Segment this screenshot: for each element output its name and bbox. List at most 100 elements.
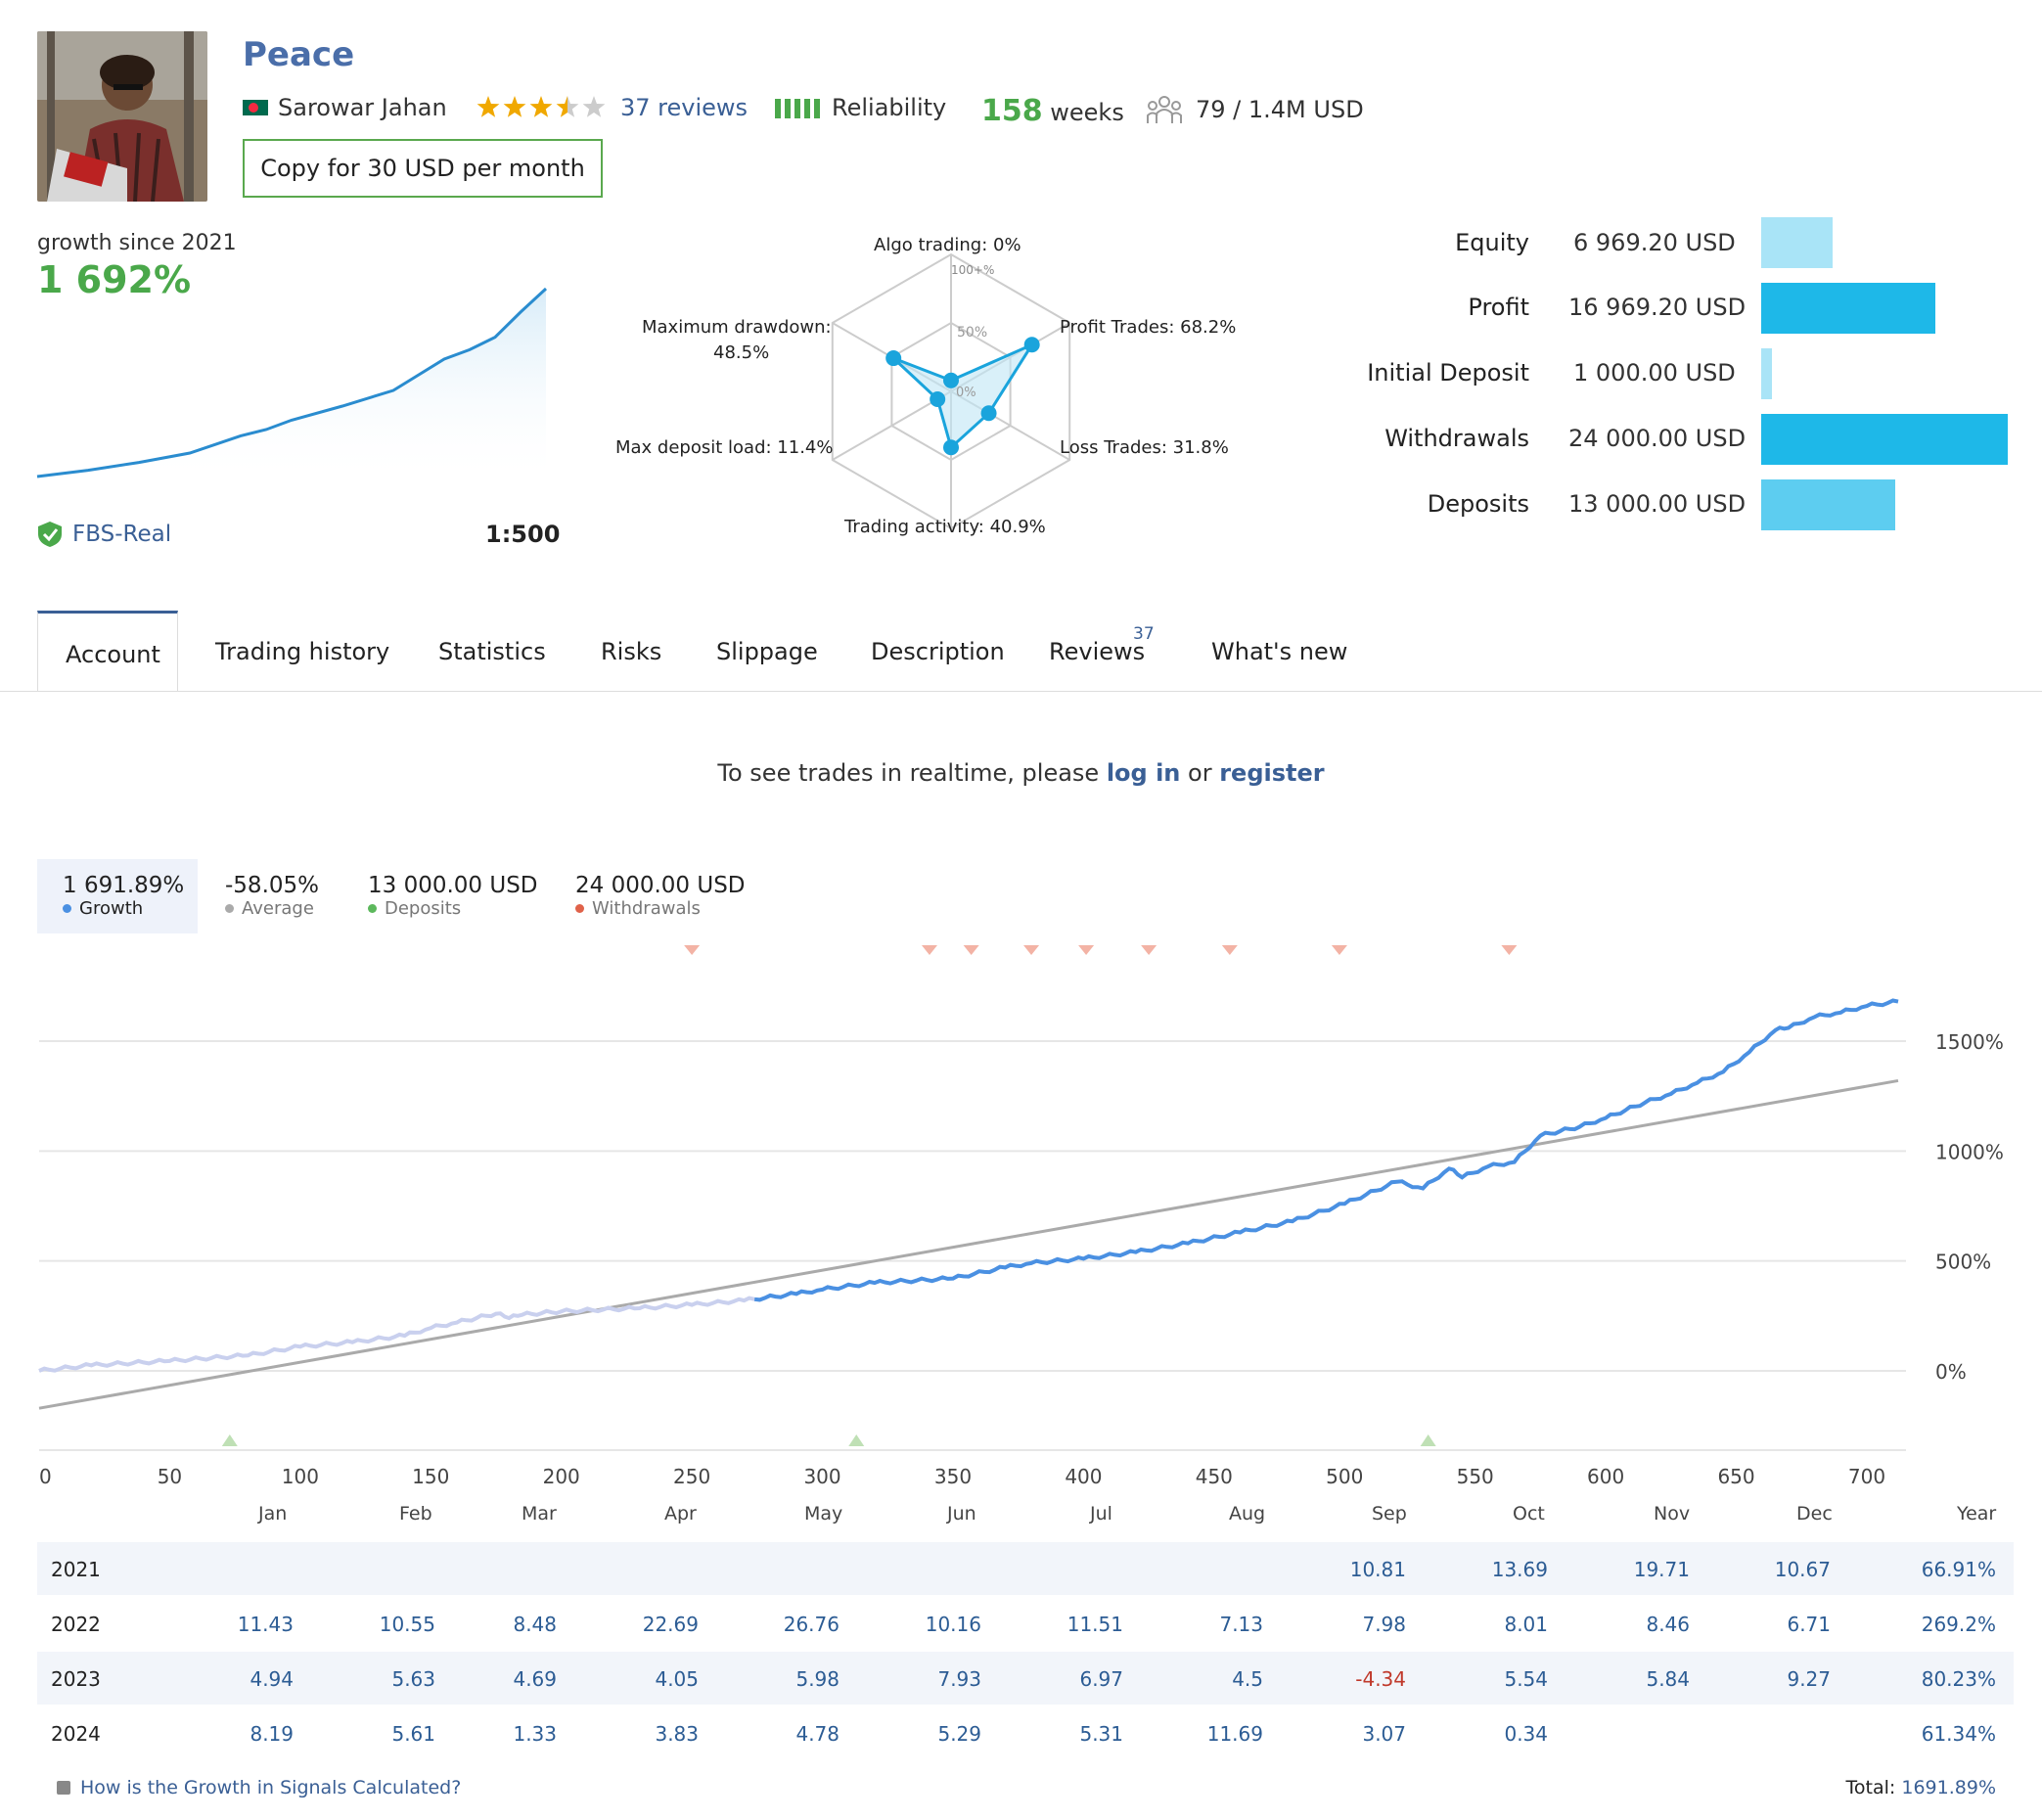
reviews-link[interactable]: 37 reviews xyxy=(620,94,749,121)
year-cell: 2021 xyxy=(51,1558,101,1581)
author[interactable]: Sarowar Jahan xyxy=(243,94,447,121)
stat-withdrawals[interactable]: 24 000.00 USD Withdrawals xyxy=(550,859,765,933)
tab-account[interactable]: Account xyxy=(37,611,178,691)
stat-value: -58.05% xyxy=(225,873,319,898)
login-link[interactable]: log in xyxy=(1106,759,1181,787)
x-tick-label: 250 xyxy=(673,1465,710,1488)
subscribers-value: 79 / 1.4M USD xyxy=(1196,96,1364,123)
deposits-dot-icon xyxy=(368,904,377,913)
stat-label: Average xyxy=(242,898,314,919)
broker[interactable]: FBS-Real xyxy=(37,521,171,548)
tab-account-label: Account xyxy=(66,641,160,668)
withdrawal-marker-icon xyxy=(1331,945,1347,955)
month-header: Feb xyxy=(399,1503,432,1524)
radar-label-profit: Profit Trades: 68.2% xyxy=(1060,317,1237,338)
rating[interactable]: 37 reviews xyxy=(476,94,748,121)
realtime-prefix: To see trades in realtime, please xyxy=(717,759,1107,787)
month-cell: 0.34 xyxy=(1504,1722,1548,1746)
balance-bar-deposits xyxy=(1761,479,1895,530)
tab-slippage[interactable]: Slippage xyxy=(716,638,818,665)
x-tick-label: 0 xyxy=(39,1465,52,1488)
month-cell: 5.98 xyxy=(795,1667,839,1691)
balance-label: Withdrawals xyxy=(1384,425,1529,452)
month-cell: 22.69 xyxy=(642,1613,699,1636)
x-tick-label: 500 xyxy=(1326,1465,1363,1488)
balance-bar-withdrawals xyxy=(1761,414,2008,465)
weeks-unit: weeks xyxy=(1050,99,1124,126)
x-tick-label: 700 xyxy=(1848,1465,1885,1488)
copy-button[interactable]: Copy for 30 USD per month xyxy=(243,139,603,198)
month-cell: 4.5 xyxy=(1232,1667,1263,1691)
tab-description[interactable]: Description xyxy=(871,638,1005,665)
stat-average[interactable]: -58.05% Average xyxy=(200,859,346,933)
month-header: Mar xyxy=(522,1503,557,1524)
growth-help[interactable]: How is the Growth in Signals Calculated? xyxy=(57,1777,461,1798)
tab-whats-new[interactable]: What's new xyxy=(1211,638,1348,665)
x-tick-label: 450 xyxy=(1196,1465,1233,1488)
withdrawal-marker-icon xyxy=(1501,945,1518,955)
stat-label: Deposits xyxy=(385,898,462,919)
month-cell: 5.61 xyxy=(391,1722,435,1746)
star-icon xyxy=(503,96,526,117)
y-tick-label: 1000% xyxy=(1935,1140,2004,1163)
tab-risks[interactable]: Risks xyxy=(601,638,662,665)
month-cell: 19.71 xyxy=(1633,1558,1690,1581)
tab-trading-history[interactable]: Trading history xyxy=(215,638,390,665)
y-tick-label: 0% xyxy=(1935,1360,1967,1384)
month-header: May xyxy=(804,1503,843,1524)
growth-line xyxy=(753,998,1899,1302)
radar-point xyxy=(885,350,902,367)
month-cell: 11.51 xyxy=(1066,1613,1123,1636)
shield-check-icon xyxy=(38,522,62,547)
x-tick-label: 550 xyxy=(1457,1465,1494,1488)
mini-chart-line xyxy=(36,287,548,478)
month-cell: 7.13 xyxy=(1219,1613,1263,1636)
balance-value: 1 000.00 USD xyxy=(1573,359,1736,387)
year-total-cell: 61.34% xyxy=(1921,1722,1996,1746)
deposit-marker-icon xyxy=(848,1434,865,1446)
register-link[interactable]: register xyxy=(1219,759,1325,787)
balance-label: Initial Deposit xyxy=(1367,359,1529,387)
mini-growth-chart xyxy=(36,287,548,484)
subscribers-icon xyxy=(1147,96,1182,123)
x-tick-label: 100 xyxy=(282,1465,319,1488)
month-cell: 11.43 xyxy=(237,1613,294,1636)
bangladesh-flag-icon xyxy=(243,100,268,115)
month-cell: 4.94 xyxy=(250,1667,294,1691)
month-header: Oct xyxy=(1513,1503,1545,1524)
month-cell: 5.84 xyxy=(1646,1667,1690,1691)
month-cell: 5.29 xyxy=(937,1722,981,1746)
radar-tick-0: 0% xyxy=(956,386,976,400)
total-value: 1691.89% xyxy=(1901,1777,1996,1798)
signal-name[interactable]: Peace xyxy=(243,35,355,74)
withdrawal-marker-icon xyxy=(684,945,701,955)
x-tick-label: 300 xyxy=(803,1465,840,1488)
month-cell: 5.63 xyxy=(391,1667,435,1691)
month-header: Jun xyxy=(947,1503,976,1524)
tab-reviews-count: 37 xyxy=(1133,624,1155,644)
x-tick-label: 650 xyxy=(1717,1465,1754,1488)
reliability-label: Reliability xyxy=(832,94,947,121)
radar-tick-100: 100+% xyxy=(951,263,994,277)
author-name: Sarowar Jahan xyxy=(278,94,447,121)
month-cell: 7.93 xyxy=(937,1667,981,1691)
reliability[interactable]: Reliability xyxy=(775,94,946,121)
growth-line-early xyxy=(38,1296,760,1373)
month-cell: 4.78 xyxy=(795,1722,839,1746)
tab-statistics[interactable]: Statistics xyxy=(438,638,546,665)
month-header: Nov xyxy=(1654,1503,1691,1524)
x-tick-label: 600 xyxy=(1587,1465,1624,1488)
withdrawals-dot-icon xyxy=(575,904,584,913)
balance-value: 13 000.00 USD xyxy=(1568,490,1747,518)
withdrawal-marker-icon xyxy=(1141,945,1157,955)
month-header: Year xyxy=(1957,1503,1997,1524)
stat-growth[interactable]: 1 691.89% Growth xyxy=(37,859,198,933)
radar-label-drawdown-value: 48.5% xyxy=(713,342,770,363)
tab-reviews[interactable]: Reviews xyxy=(1049,638,1146,665)
month-cell: 4.69 xyxy=(513,1667,557,1691)
avatar[interactable] xyxy=(37,31,207,202)
star-rating-icon xyxy=(476,96,606,117)
growth-help-link[interactable]: How is the Growth in Signals Calculated? xyxy=(80,1777,462,1798)
stat-deposits[interactable]: 13 000.00 USD Deposits xyxy=(342,859,548,933)
month-cell: 5.54 xyxy=(1504,1667,1548,1691)
